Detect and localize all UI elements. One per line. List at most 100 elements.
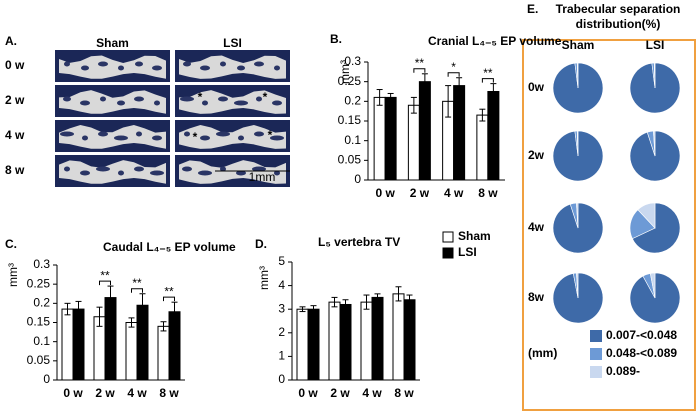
legend-label: LSI <box>458 245 477 259</box>
x-tick-label: 0 w <box>63 386 83 400</box>
bone <box>179 160 286 184</box>
bone-pore <box>272 100 282 106</box>
bone-pore <box>218 96 228 102</box>
x-tick-label: 8 w <box>159 386 179 400</box>
y-tick-label: 0.2 <box>33 296 50 310</box>
significance-label: * <box>451 60 456 74</box>
bone-pore <box>118 65 124 71</box>
bone <box>179 90 286 114</box>
row-label: 0w <box>528 80 545 94</box>
bone-pore <box>80 170 90 176</box>
x-tick-label: 4 w <box>362 386 382 400</box>
bar <box>392 293 405 381</box>
bone-pore <box>134 166 144 172</box>
bone-pore <box>220 61 226 67</box>
bone-pore <box>184 131 190 137</box>
y-tick-label: 2 <box>278 325 285 339</box>
pie-slice <box>576 202 579 229</box>
column-header: Sham <box>562 38 595 52</box>
row-label: 0 w <box>5 58 25 72</box>
pie-slice <box>653 62 656 89</box>
y-tick-label: 0.25 <box>27 276 51 290</box>
bone-pore <box>254 61 264 67</box>
bone <box>179 125 286 149</box>
panel-label: B. <box>330 32 342 46</box>
bone <box>59 160 166 184</box>
legend-swatch <box>442 247 454 259</box>
y-tick-label: 0.15 <box>338 113 362 127</box>
pie-slice <box>631 202 681 254</box>
bar <box>125 322 138 381</box>
bar <box>168 311 181 381</box>
bone-pore <box>254 131 264 137</box>
row-label: 8 w <box>5 163 25 177</box>
bone-pore <box>117 100 125 106</box>
y-tick-label: 0 <box>43 372 50 386</box>
y-tick-label: 1 <box>278 349 285 363</box>
significance-label: ** <box>100 268 110 282</box>
x-tick-label: 2 w <box>330 386 350 400</box>
panel-label: A. <box>5 34 17 48</box>
column-header: Sham <box>96 36 129 50</box>
bar <box>61 308 74 381</box>
y-tick-label: 4 <box>278 278 285 292</box>
y-tick-label: 0.05 <box>27 353 51 367</box>
significance-label: ** <box>132 276 142 290</box>
bone-pore <box>154 100 160 106</box>
y-tick-label: 0 <box>278 372 285 386</box>
bar <box>72 308 85 381</box>
bone-pore <box>114 135 128 141</box>
bone-pore <box>256 96 262 102</box>
bar <box>384 96 397 181</box>
chart-title: Cranial L₄₋₅ EP volume <box>428 34 562 48</box>
pie-slice <box>649 272 656 299</box>
bone-pore <box>152 135 162 141</box>
bone <box>179 55 286 79</box>
bar <box>407 104 420 181</box>
bone-pore <box>134 96 144 102</box>
significance-bracket <box>447 72 460 77</box>
bar <box>371 296 384 381</box>
y-tick-label: 5 <box>278 254 285 268</box>
bone-pore <box>60 131 74 137</box>
y-tick-label: 0.1 <box>344 133 361 147</box>
x-tick-label: 4 w <box>127 386 147 400</box>
legend-swatch <box>590 366 602 378</box>
bone-pore <box>198 170 212 176</box>
y-tick-label: 0.3 <box>33 257 50 271</box>
pie-panel-title: Trabecular separation distribution(%) <box>555 2 681 31</box>
significance-bracket <box>99 280 111 286</box>
legend-label: 0.089- <box>606 364 640 378</box>
significance-bracket <box>413 68 426 73</box>
chart-title: L₅ vertebra TV <box>318 235 400 249</box>
y-tick-label: 0.1 <box>33 334 50 348</box>
row-label: 8w <box>528 290 545 304</box>
legend-label: 0.048-<0.089 <box>606 346 677 360</box>
y-axis-label: mm³ <box>6 263 20 287</box>
bar <box>418 81 431 181</box>
x-tick-label: 8 w <box>478 186 498 200</box>
column-header: LSI <box>646 38 665 52</box>
scale-label: 1mm <box>249 170 276 184</box>
bone-pore <box>238 135 244 141</box>
bone <box>59 125 166 149</box>
bar <box>360 301 373 381</box>
x-tick-label: 2 w <box>95 386 115 400</box>
bone-pore <box>183 61 191 67</box>
bone-pore <box>81 65 89 71</box>
bone-pore <box>118 170 124 176</box>
bone-pore <box>80 100 90 106</box>
bar <box>403 299 416 381</box>
pie-slice <box>637 202 656 229</box>
legend-swatch <box>590 348 602 360</box>
y-tick-label: 0.25 <box>338 74 362 88</box>
panel-e-frame <box>522 39 696 411</box>
bone-pore <box>274 65 280 71</box>
bone-pore <box>100 96 106 102</box>
bone-pore <box>82 135 88 141</box>
panel-label: C. <box>5 237 17 251</box>
pie-slice <box>653 130 656 157</box>
bar <box>453 85 466 181</box>
